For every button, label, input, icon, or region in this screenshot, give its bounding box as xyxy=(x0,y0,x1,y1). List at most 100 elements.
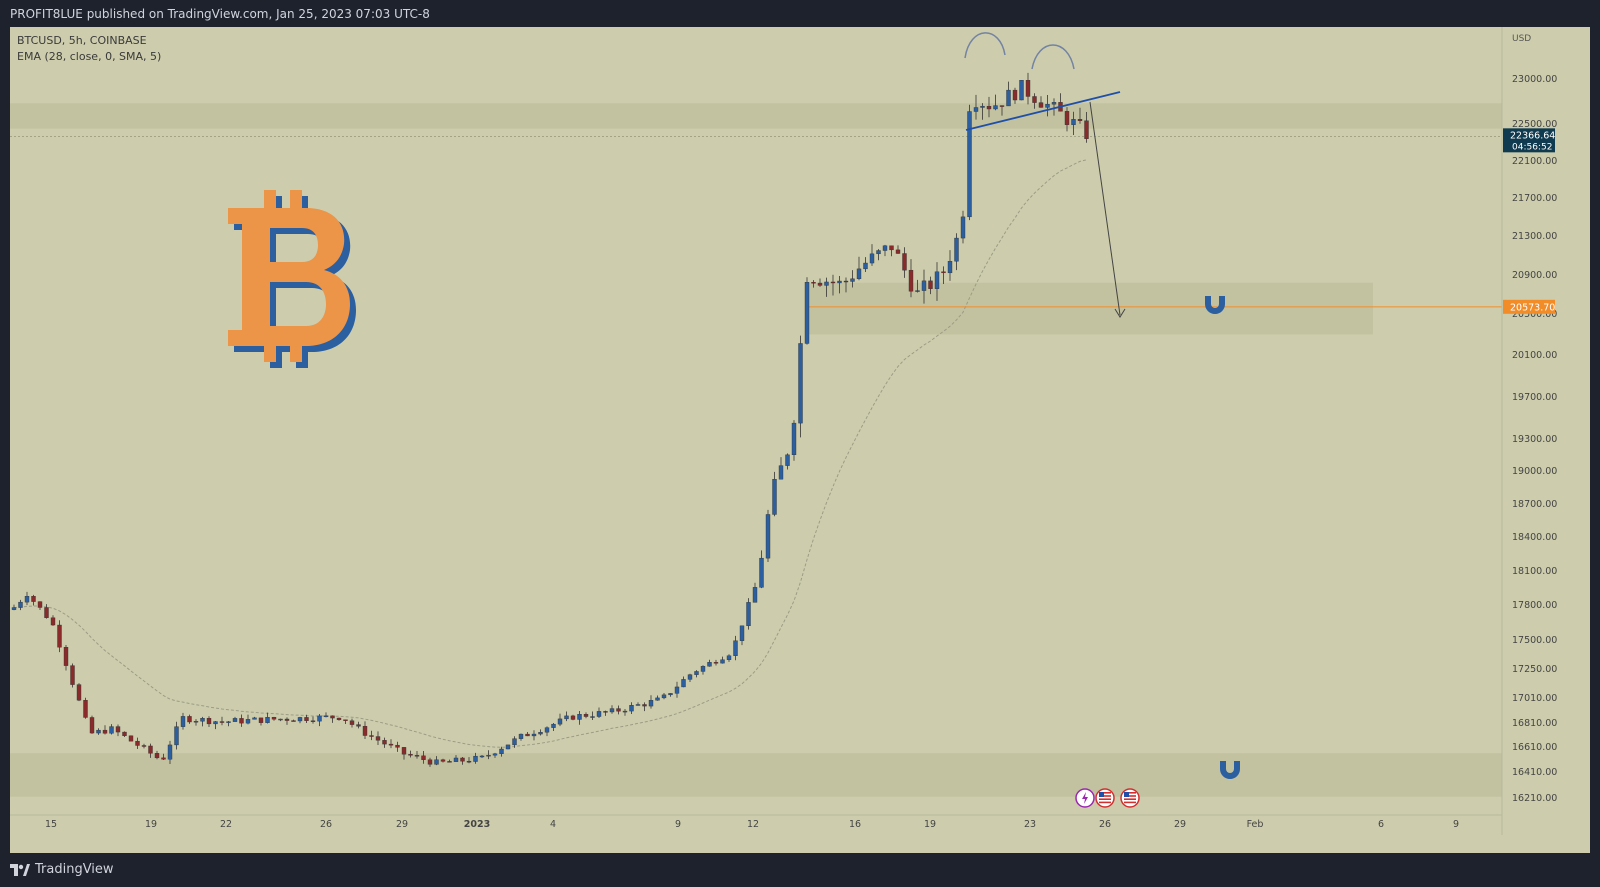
target-arrow-head xyxy=(1114,308,1126,318)
time-tick-label: 22 xyxy=(220,819,232,830)
candle-body xyxy=(525,733,530,737)
price-tick-label: 18400.00 xyxy=(1512,532,1557,543)
chart-area[interactable]: USD 23000.00 22500.00 22100.00 21700.00 21300… xyxy=(10,27,1590,853)
candle-body xyxy=(18,601,23,608)
candle-body xyxy=(50,617,56,626)
drawing-layer xyxy=(964,32,1240,808)
candle-body xyxy=(726,655,732,660)
candle-body xyxy=(1045,103,1050,108)
current-price-label-bg xyxy=(1503,128,1555,153)
time-tick-label: 4 xyxy=(550,819,556,830)
axis-unit: USD xyxy=(1512,34,1531,44)
candle-body xyxy=(473,755,478,762)
indicator-label: EMA (28, close, 0, SMA, 5) xyxy=(17,50,162,63)
candle-body xyxy=(915,290,920,292)
candle-body xyxy=(375,736,381,741)
candle-body xyxy=(102,729,108,734)
price-tick-label: 16610.00 xyxy=(1512,742,1557,753)
time-tick-label: 19 xyxy=(924,819,936,830)
candle-body xyxy=(180,716,186,727)
tradingview-brand[interactable]: TradingView xyxy=(10,862,114,877)
candle-body xyxy=(219,721,225,723)
price-tick-label: 18100.00 xyxy=(1512,566,1557,577)
candle-body xyxy=(284,718,290,721)
candle-body xyxy=(486,754,491,757)
time-axis: 15 19 22 26 29 2023 4 9 12 16 19 23 26 29 Feb 6 9 xyxy=(10,814,1502,830)
candle-body xyxy=(694,671,699,675)
candle-body xyxy=(557,718,563,725)
candle-body xyxy=(544,727,550,733)
candle-body xyxy=(44,607,49,618)
candle-body xyxy=(310,720,316,722)
candle-body xyxy=(421,755,426,760)
flag-canton xyxy=(1099,792,1104,797)
candle-body xyxy=(193,721,199,723)
flag-stripe xyxy=(1099,795,1111,797)
candle-body xyxy=(460,757,465,762)
candle-body xyxy=(492,753,498,756)
candle-body xyxy=(63,647,69,666)
candle-body xyxy=(785,454,790,466)
candle-layer xyxy=(11,72,1089,767)
price-tick-label: 16410.00 xyxy=(1512,767,1557,778)
candle-body xyxy=(96,729,101,734)
candlestick-chart[interactable]: USD 23000.00 22500.00 22100.00 21700.00 21300… xyxy=(10,27,1590,853)
candle-body xyxy=(947,261,953,274)
candle-body xyxy=(356,724,361,727)
candle-body xyxy=(362,725,368,736)
zone-1 xyxy=(805,282,1373,335)
time-tick-label: 16 xyxy=(849,819,861,830)
candle-body xyxy=(791,422,797,456)
candle-body xyxy=(427,759,433,765)
candle-body xyxy=(408,754,413,756)
candle-body xyxy=(206,718,212,725)
neckline-trendline xyxy=(965,91,1121,131)
candle-body xyxy=(401,747,407,755)
candle-body xyxy=(213,721,218,725)
magnet-icon xyxy=(1205,296,1225,314)
candle-body xyxy=(1051,102,1057,105)
candle-body xyxy=(960,216,966,239)
candle-body xyxy=(655,697,660,701)
candle-body xyxy=(993,105,998,110)
candle-body xyxy=(76,684,82,701)
candle-body xyxy=(583,714,589,717)
price-tick-label: 20100.00 xyxy=(1512,350,1557,361)
price-tick-label: 20500.00 xyxy=(1512,309,1557,320)
price-tick-label: 17010.00 xyxy=(1512,693,1557,704)
candle-body xyxy=(11,607,17,610)
flag-stripe xyxy=(1099,801,1111,804)
candle-body xyxy=(876,250,881,255)
candle-body xyxy=(317,715,322,722)
candle-body xyxy=(1038,102,1044,108)
candle-body xyxy=(551,723,556,728)
candle-body xyxy=(1084,120,1089,139)
candle-body xyxy=(629,705,634,712)
candle-body xyxy=(856,268,862,280)
candle-body xyxy=(447,761,452,763)
candle-body xyxy=(577,714,582,720)
ema-line xyxy=(13,159,1087,748)
time-tick-label: 26 xyxy=(320,819,332,830)
candle-body xyxy=(37,601,43,608)
candle-body xyxy=(1032,96,1037,103)
time-tick-label: 12 xyxy=(747,819,759,830)
candle-body xyxy=(674,686,680,694)
candle-body xyxy=(681,679,686,688)
time-tick-label: 6 xyxy=(1378,819,1384,830)
candle-body xyxy=(167,744,173,760)
price-tick-label: 17500.00 xyxy=(1512,635,1557,646)
candle-body xyxy=(70,665,75,685)
candle-body xyxy=(343,719,348,721)
marked-level-label-bg xyxy=(1503,299,1555,314)
candle-body xyxy=(869,253,875,264)
candle-body xyxy=(895,249,901,254)
price-tick-label: 19700.00 xyxy=(1512,392,1557,403)
flag-stripe xyxy=(1099,792,1111,794)
pattern-arc-shoulder xyxy=(1031,44,1075,70)
candle-body xyxy=(850,278,855,282)
candle-body xyxy=(148,745,153,754)
candle-body xyxy=(590,716,595,718)
candle-body xyxy=(700,666,706,672)
event-us-flag-icon xyxy=(1120,788,1140,808)
